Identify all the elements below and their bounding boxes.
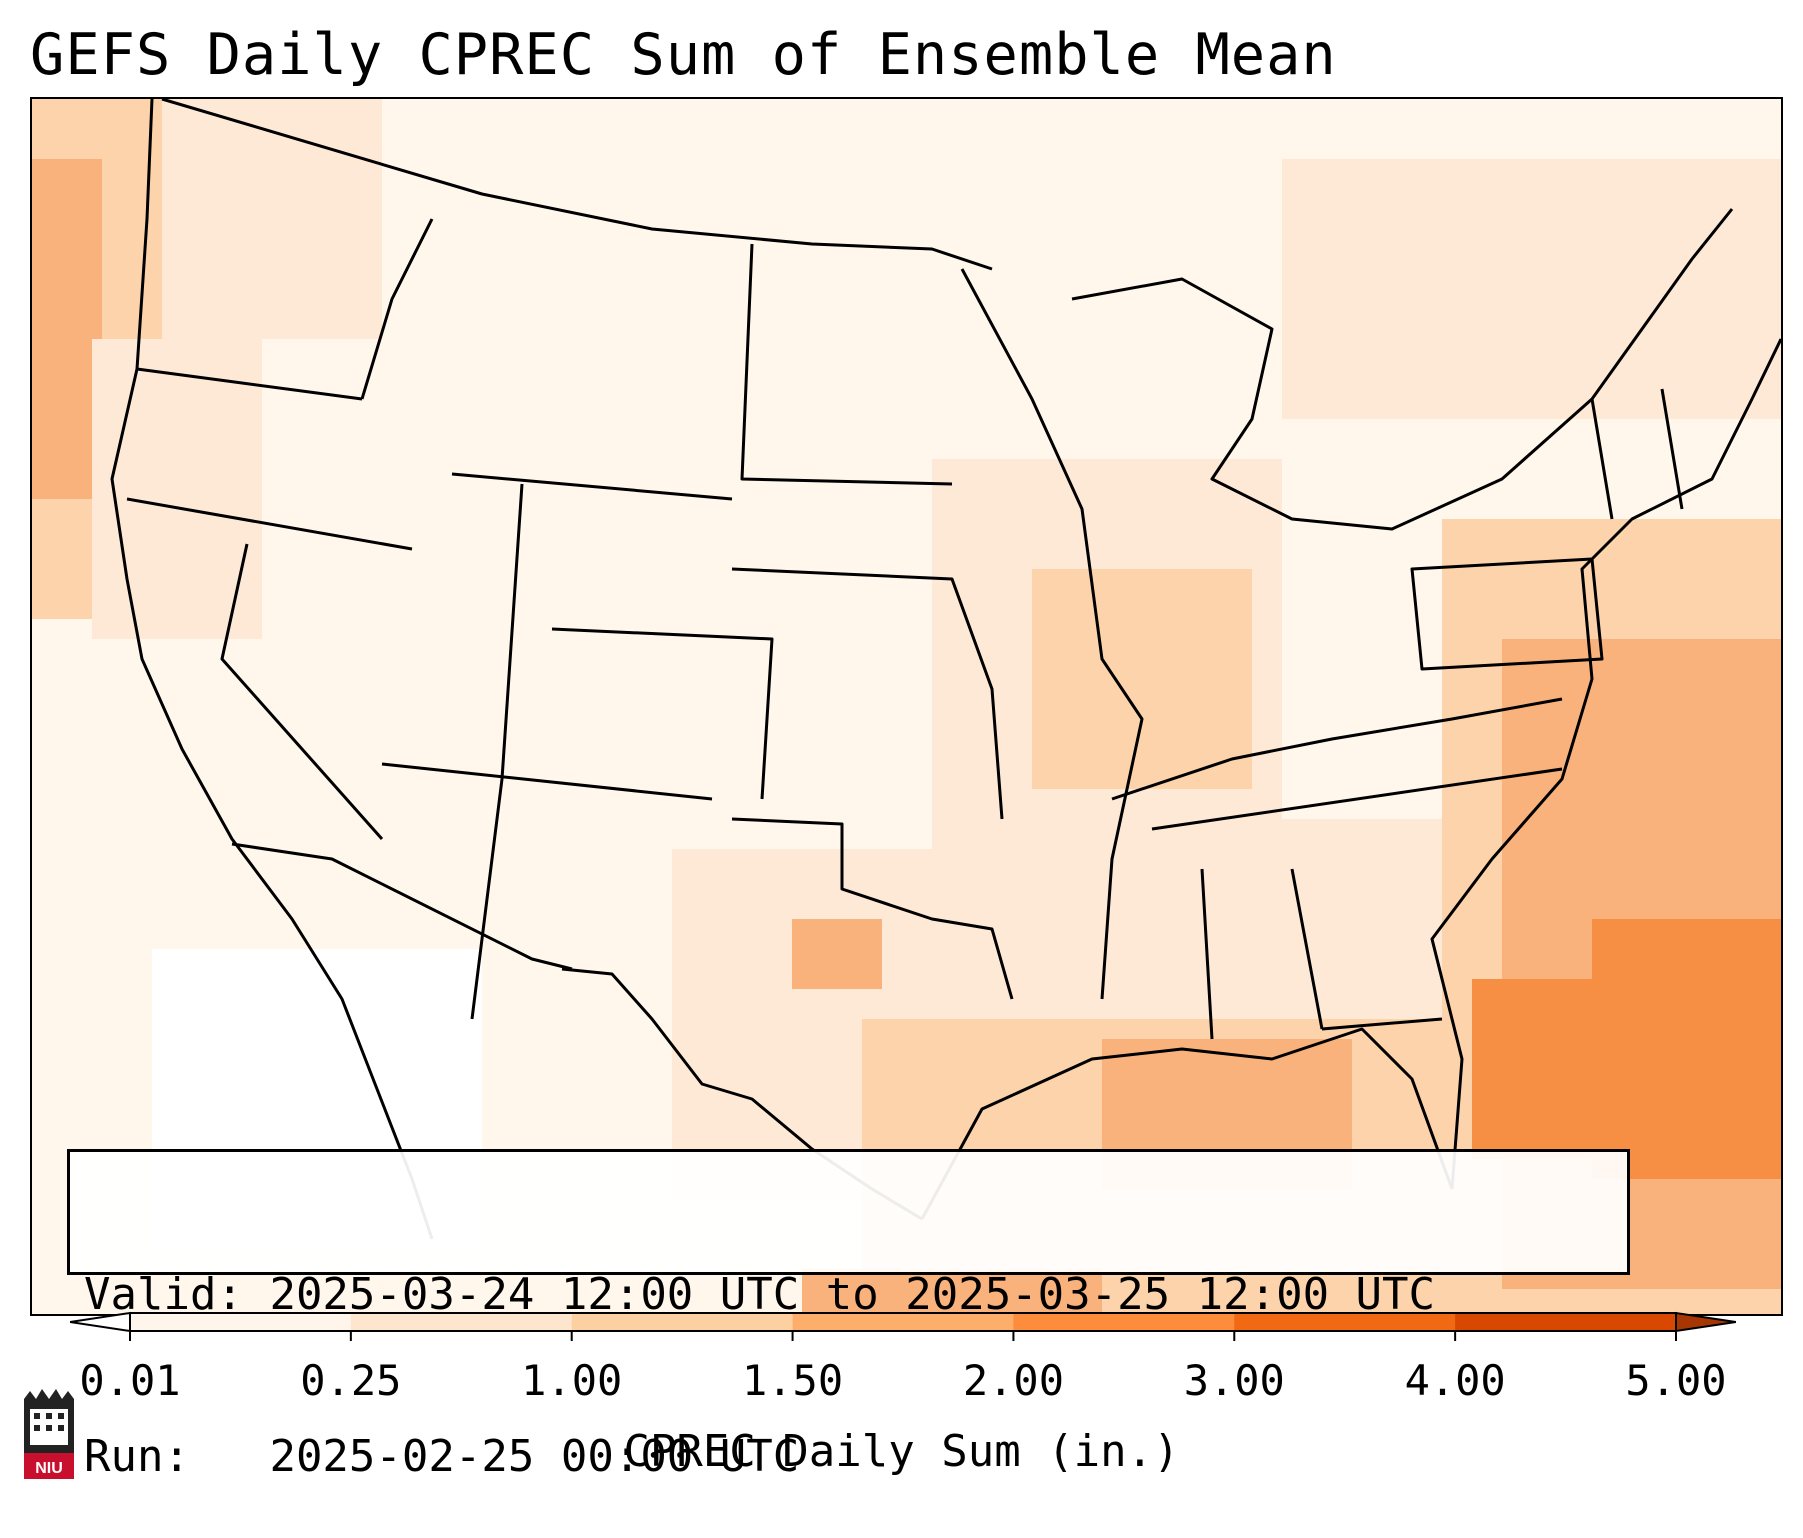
nevada	[220, 543, 384, 840]
colorbar-segment	[350, 1313, 573, 1331]
colorbar-label: CPREC Daily Sum (in.)	[623, 1426, 1180, 1477]
map-title: GEFS Daily CPREC Sum of Ensemble Mean	[30, 22, 1337, 88]
valid-row: Valid: 2025-03-24 12:00 UTC to 2025-03-2…	[84, 1268, 1613, 1322]
great-lakes	[1071, 208, 1734, 531]
precip-area-texas-core	[792, 919, 882, 989]
valid-time-box: Valid: 2025-03-24 12:00 UTC to 2025-03-2…	[67, 1149, 1630, 1482]
precipitation-map	[30, 97, 1783, 1316]
ohio-river	[1111, 697, 1563, 801]
southern-states	[1200, 868, 1443, 1040]
nebraska-kansas	[731, 567, 1004, 820]
texas-north	[731, 817, 1014, 1000]
colorbar-over-arrow	[1675, 1311, 1736, 1333]
new-mexico	[470, 483, 524, 1020]
pennsylvania	[1410, 557, 1604, 671]
colorbar-segment	[792, 1313, 1014, 1331]
niu-logo: NIU	[24, 1389, 74, 1479]
oregon-california	[126, 497, 413, 551]
idaho	[360, 218, 434, 400]
washington-oregon	[136, 367, 363, 401]
precip-area-canada-east	[1282, 159, 1781, 419]
colorbar-border	[129, 1312, 1677, 1332]
map-canvas	[32, 99, 1781, 1314]
east-coast	[1430, 338, 1781, 1190]
precip-area-washington	[162, 99, 382, 339]
colorbar-tick-label: 5.00	[1625, 1356, 1727, 1405]
precip-area-caribbean	[802, 1269, 1102, 1314]
canada-border-west	[161, 99, 993, 271]
colorbar-segment	[1013, 1313, 1235, 1331]
valid-value: 2025-03-24 12:00 UTC to 2025-03-25 12:00…	[269, 1269, 1436, 1320]
montana-south	[451, 472, 733, 501]
valid-label: Valid:	[84, 1269, 243, 1320]
colorbar-under-arrow	[70, 1311, 131, 1333]
colorado	[551, 627, 774, 800]
colorbar-tick-label: 3.00	[1183, 1356, 1285, 1405]
precip-area-florida-heavy	[1472, 979, 1602, 1159]
colorbar-segment	[571, 1313, 794, 1331]
run-row: Run: 2025-02-25 00:00 UTC	[84, 1430, 1613, 1484]
mississippi-river	[960, 268, 1144, 1000]
run-label: Run:	[84, 1431, 190, 1482]
colorbar-segment	[130, 1313, 352, 1331]
gulf-coast	[920, 1027, 1454, 1220]
colorbar-tick-label: 4.00	[1404, 1356, 1506, 1405]
precip-area-ohio-valley	[1032, 569, 1252, 789]
colorbar-tick-label: 1.50	[741, 1356, 844, 1405]
colorbar-tick-label: 0.25	[300, 1356, 402, 1405]
utah-arizona	[381, 762, 713, 801]
colorbar-segment	[1234, 1313, 1456, 1331]
precip-area-pacific-nw-strong	[32, 159, 102, 499]
colorbar-tick-label: 1.00	[521, 1356, 623, 1405]
dakotas	[740, 243, 953, 486]
precip-area-atlantic-heavy	[1592, 919, 1781, 1179]
arizona-mexico	[231, 842, 573, 971]
tennessee	[1151, 767, 1563, 831]
colorbar-tick-label: 0.01	[79, 1356, 181, 1405]
new-england	[1590, 388, 1684, 520]
precip-area-oregon-coast	[92, 339, 262, 639]
colorbar-segment	[1455, 1313, 1677, 1331]
run-value: 2025-02-25 00:00 UTC	[269, 1431, 800, 1482]
state-boundaries	[110, 99, 1781, 1240]
colorbar	[70, 1311, 1736, 1341]
svg-text:NIU: NIU	[35, 1460, 63, 1477]
colorbar-tick-label: 2.00	[962, 1356, 1064, 1405]
